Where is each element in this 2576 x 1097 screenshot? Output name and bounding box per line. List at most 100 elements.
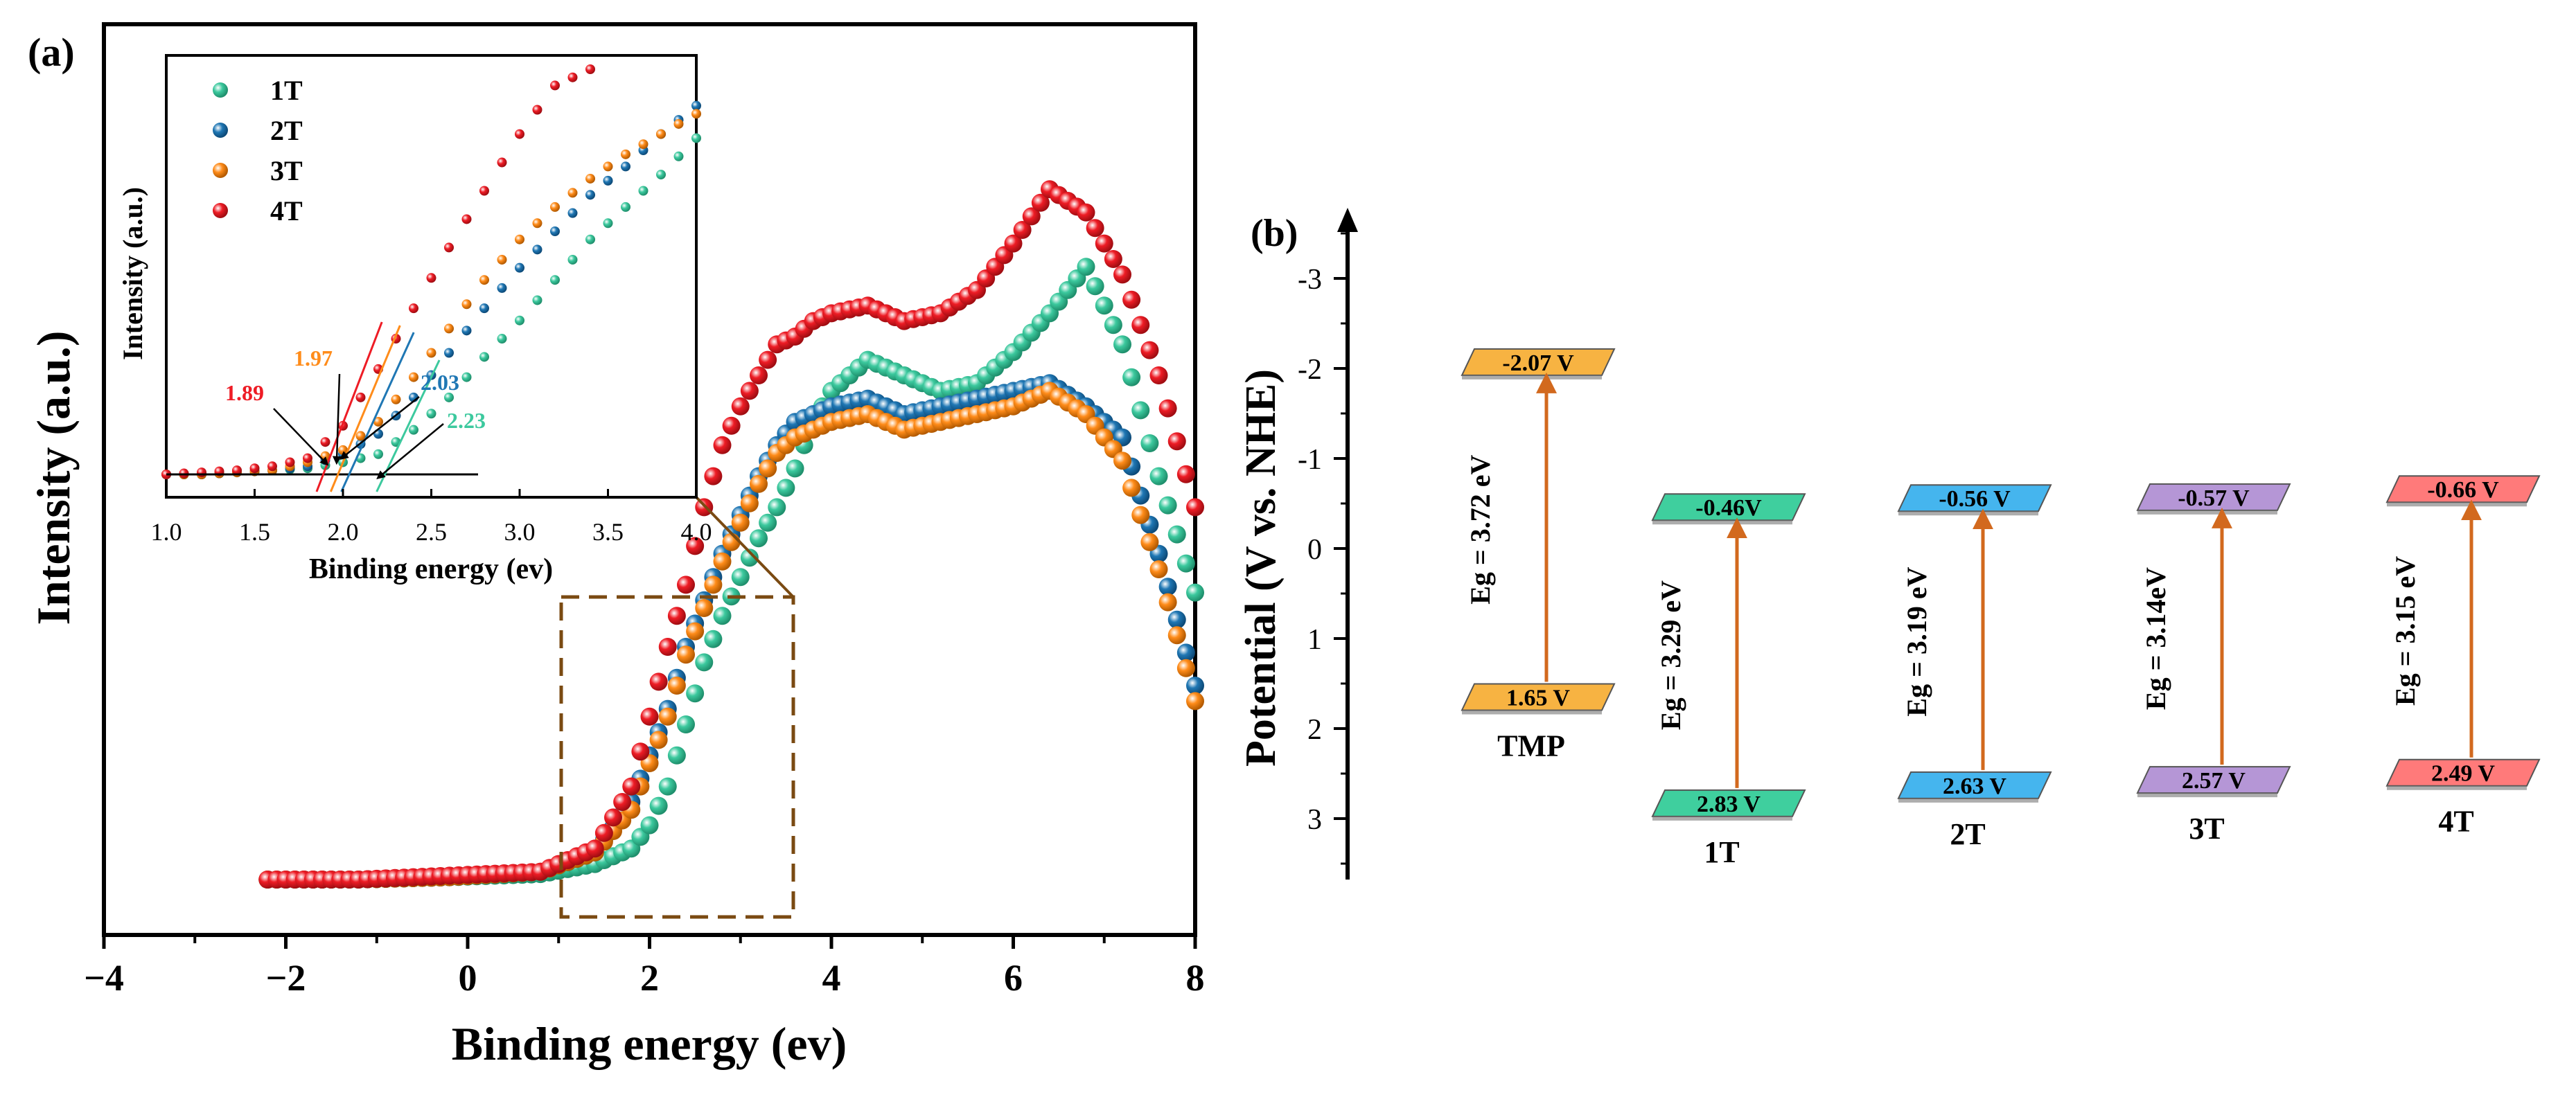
point-1T: [1122, 368, 1141, 386]
point-3T: [740, 494, 759, 512]
point-4T: [667, 607, 686, 625]
inset-point-4T: [461, 214, 472, 224]
point-1T: [786, 459, 804, 478]
point-4T: [1077, 203, 1095, 222]
point-4T: [658, 638, 677, 656]
point-3T: [1149, 560, 1168, 578]
series-4T: [258, 180, 1204, 889]
y-tick-label: -3: [1298, 264, 1322, 296]
inset-point-3T: [621, 149, 630, 159]
x-tick-label: 6: [1004, 957, 1023, 999]
inset-point-2T: [621, 161, 630, 172]
zoom-box: [559, 595, 795, 919]
inset-point-1T: [638, 186, 649, 196]
sample-name: TMP: [1497, 729, 1565, 763]
band-gap-label: Eg = 3.14eV: [2140, 567, 2171, 710]
point-3T: [695, 599, 714, 617]
inset-point-3T: [426, 348, 436, 358]
inset-point-4T: [532, 105, 542, 115]
cb-level-shadow: [2137, 510, 2277, 515]
point-3T: [1176, 659, 1195, 677]
onset-arrow-3T: [332, 373, 342, 465]
point-4T: [713, 436, 732, 454]
inset-point-3T: [656, 129, 666, 139]
point-1T: [1186, 583, 1204, 602]
inset-point-1T: [691, 133, 701, 143]
point-4T: [585, 839, 604, 858]
inset-point-2T: [585, 190, 595, 200]
inset-point-1T: [426, 409, 436, 419]
inset-x-tick-label: 3.0: [504, 518, 536, 546]
band-4T: -0.66 V 2.49 V Eg = 3.15 eV 4T: [2385, 475, 2541, 839]
point-4T: [604, 808, 622, 827]
vb-level-shadow: [1462, 710, 1602, 715]
point-1T: [1158, 496, 1177, 515]
sample-name: 4T: [2438, 805, 2473, 839]
y-tick-label: -1: [1298, 444, 1322, 476]
sample-name: 2T: [1950, 817, 1985, 851]
inset-point-1T: [603, 218, 613, 229]
panel-b-y-label: Potential (V vs. NHE): [1237, 369, 1285, 767]
x-tick-label: 2: [640, 957, 659, 999]
inset-point-3T: [497, 254, 507, 265]
point-4T: [1140, 341, 1159, 359]
cb-level-label: -0.46V: [1695, 495, 1762, 521]
inset-x-tick-label: 1.0: [151, 518, 182, 546]
point-3T: [750, 474, 768, 493]
band-gap-label: Eg = 3.19 eV: [1901, 567, 1932, 716]
point-4T: [1131, 316, 1150, 335]
point-4T: [594, 823, 613, 842]
point-4T: [613, 793, 632, 811]
inset-point-4T: [197, 467, 206, 478]
point-1T: [750, 529, 768, 548]
onset-arrow-1T: [376, 423, 444, 479]
point-4T: [1022, 207, 1041, 226]
inset-x-label: Binding energy (ev): [309, 553, 553, 585]
onset-arrow-2T: [339, 396, 420, 460]
point-1T: [640, 816, 659, 835]
vb-level-label: 2.83 V: [1697, 792, 1761, 817]
y-tick-label: 2: [1307, 714, 1322, 746]
inset-point-3T: [550, 202, 560, 212]
point-2T: [1167, 610, 1186, 629]
point-3T: [1158, 593, 1177, 612]
inset-point-3T: [355, 431, 366, 441]
inset-point-2T: [603, 175, 613, 186]
point-3T: [1167, 626, 1186, 645]
point-4T: [1031, 193, 1050, 212]
cb-level-label: -0.56 V: [1939, 486, 2011, 512]
point-4T: [631, 742, 650, 761]
point-4T: [740, 382, 759, 400]
inset-point-2T: [497, 283, 507, 293]
inset-point-4T: [550, 80, 560, 91]
band-gap-label: Eg = 3.15 eV: [2390, 556, 2421, 706]
point-1T: [1077, 258, 1095, 276]
point-3T: [1131, 506, 1150, 524]
point-1T: [658, 777, 677, 796]
point-1T: [713, 607, 732, 625]
inset-point-3T: [409, 372, 418, 382]
inset-point-4T: [303, 453, 312, 463]
inset-point-4T: [515, 129, 524, 139]
point-2T: [1158, 578, 1177, 596]
point-4T: [759, 350, 777, 369]
point-4T: [1004, 234, 1023, 253]
legend-marker-1T: [213, 82, 228, 98]
inset-x-tick-label: 3.5: [592, 518, 624, 546]
point-4T: [677, 576, 695, 594]
inset-point-4T: [444, 242, 454, 253]
inset-point-4T: [285, 457, 295, 467]
inset-point-1T: [515, 315, 524, 325]
vb-level-shadow: [1898, 798, 2038, 803]
point-1T: [1140, 434, 1159, 452]
inset-point-3T: [479, 275, 489, 285]
point-1T: [1149, 467, 1168, 485]
inset-point-1T: [585, 234, 595, 244]
inset-point-2T: [567, 208, 578, 218]
point-4T: [1104, 250, 1122, 268]
inset-x-tick-label: 1.5: [239, 518, 270, 546]
y-tick-label: 0: [1307, 534, 1322, 566]
point-1T: [759, 513, 777, 532]
point-1T: [1113, 335, 1131, 354]
inset-annotations: 1.89 1.97 2.03 2.23: [225, 346, 486, 479]
